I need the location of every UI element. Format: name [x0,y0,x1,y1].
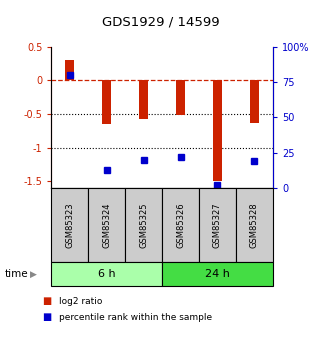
Text: GSM85327: GSM85327 [213,202,222,248]
Text: log2 ratio: log2 ratio [59,297,103,306]
Bar [250,80,259,123]
Text: ▶: ▶ [30,269,37,278]
Bar [65,60,74,80]
Text: 6 h: 6 h [98,269,116,279]
Text: 24 h: 24 h [205,269,230,279]
Bar [139,80,148,119]
Text: time: time [5,269,29,279]
Text: percentile rank within the sample: percentile rank within the sample [59,313,213,322]
Text: GSM85328: GSM85328 [250,202,259,248]
Text: ■: ■ [42,296,51,306]
Bar [176,80,185,115]
Text: GSM85326: GSM85326 [176,202,185,248]
Text: GSM85324: GSM85324 [102,203,111,248]
Bar [102,80,111,124]
Text: ■: ■ [42,313,51,322]
Text: GSM85325: GSM85325 [139,203,148,248]
Text: GDS1929 / 14599: GDS1929 / 14599 [102,16,219,29]
Text: GSM85323: GSM85323 [65,202,74,248]
Bar [213,80,222,181]
